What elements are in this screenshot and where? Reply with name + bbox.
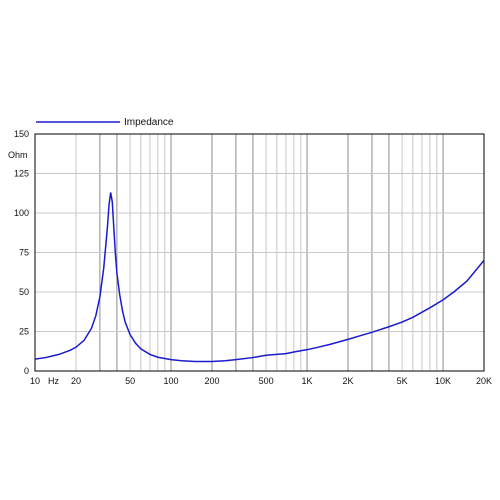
x-tick-label: 20K (476, 376, 492, 386)
y-tick-label: 25 (19, 327, 29, 337)
y-tick-label: 100 (14, 208, 29, 218)
x-tick-label: 500 (259, 376, 274, 386)
y-tick-label: 75 (19, 248, 29, 258)
x-tick-label: 200 (204, 376, 219, 386)
x-tick-labels: 10 20 50 100 200 500 1K 2K 5K 10K 20K (30, 376, 492, 386)
impedance-series-line (34, 192, 485, 363)
y-tick-label: 150 (14, 129, 29, 139)
x-axis-label: Hz (48, 376, 59, 386)
x-tick-label: 100 (164, 376, 179, 386)
grid-lines (35, 134, 484, 371)
y-tick-labels: 0 25 50 75 100 125 150 (14, 129, 29, 376)
x-tick-label: 10 (30, 376, 40, 386)
y-tick-label: 0 (24, 366, 29, 376)
y-tick-label: 125 (14, 169, 29, 179)
y-tick-label: 50 (19, 287, 29, 297)
y-axis-label: Ohm (8, 150, 28, 160)
x-tick-label: 50 (125, 376, 135, 386)
x-tick-label: 20 (71, 376, 81, 386)
x-tick-label: 1K (302, 376, 313, 386)
x-tick-label: 5K (397, 376, 408, 386)
x-tick-label: 10K (435, 376, 451, 386)
plot-frame (34, 133, 485, 372)
x-tick-label: 2K (342, 376, 353, 386)
legend-label: Impedance (124, 117, 174, 128)
